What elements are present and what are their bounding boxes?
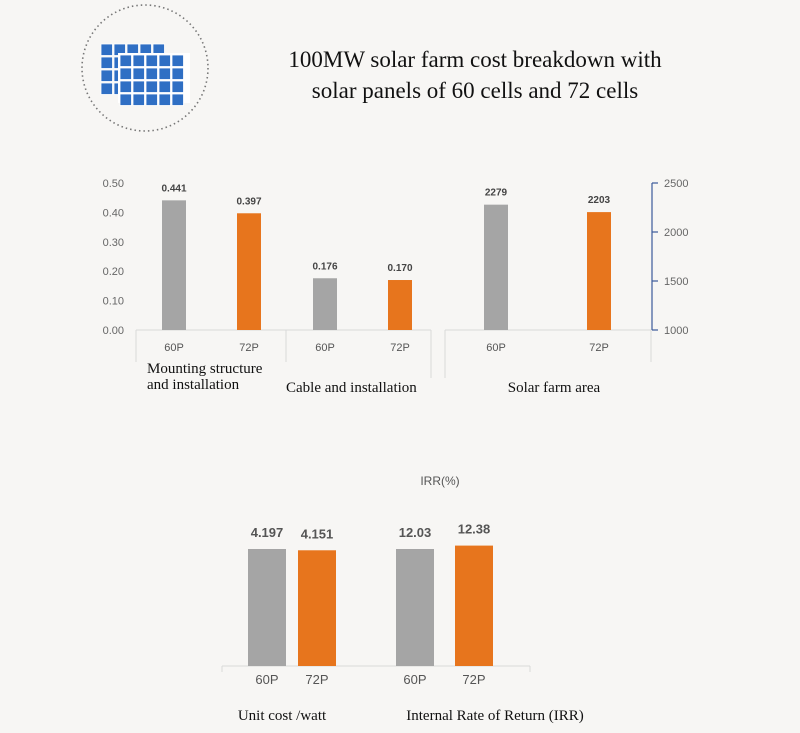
solar-panel-icon — [81, 4, 209, 132]
page-title: 100MW solar farm cost breakdown with sol… — [230, 44, 720, 106]
solar-cell — [100, 56, 113, 69]
bar-value-label: 4.197 — [251, 525, 284, 540]
category-tick-label: 72P — [305, 672, 328, 687]
title-line-2: solar panels of 60 cells and 72 cells — [311, 78, 639, 103]
solar-cell — [100, 69, 113, 82]
bar-72P — [237, 213, 261, 330]
chart-title: IRR(%) — [420, 474, 459, 488]
bar-72P — [587, 212, 611, 330]
right-axis-tick: 2000 — [664, 227, 688, 239]
solar-cell — [119, 67, 132, 80]
category-tick-label: 60P — [255, 672, 278, 687]
left-axis-tick: 0.00 — [103, 325, 124, 337]
solar-panel-logo — [80, 3, 210, 133]
category-tick-label: 72P — [390, 342, 410, 354]
solar-cell — [158, 54, 171, 67]
bar-72P — [455, 545, 493, 666]
title-line-1: 100MW solar farm cost breakdown with — [288, 47, 662, 72]
group-label: Solar farm area — [508, 380, 601, 396]
bar-60P — [162, 200, 186, 330]
bar-60P — [396, 549, 434, 666]
left-axis-tick: 0.10 — [103, 296, 124, 308]
bar-value-label: 0.170 — [387, 263, 412, 274]
bar-value-label: 12.38 — [458, 522, 491, 537]
bar-72P — [388, 280, 412, 330]
bar-value-label: 4.151 — [301, 526, 334, 541]
solar-cell — [158, 80, 171, 93]
solar-cell — [171, 54, 184, 67]
left-axis-tick: 0.40 — [103, 207, 124, 219]
category-tick-label: 72P — [239, 342, 259, 354]
category-tick-label: 60P — [403, 672, 426, 687]
solar-cell — [145, 54, 158, 67]
category-tick-label: 60P — [486, 342, 506, 354]
category-tick-label: 60P — [315, 342, 335, 354]
group-label: Unit cost /watt — [238, 708, 327, 724]
group-label: Cable and installation — [286, 380, 417, 396]
bar-60P — [248, 549, 286, 666]
solar-cell — [158, 93, 171, 106]
solar-cell — [145, 93, 158, 106]
solar-cell — [132, 93, 145, 106]
bar-value-label: 0.397 — [236, 196, 261, 207]
bar-value-label: 12.03 — [399, 525, 432, 540]
category-tick-label: 72P — [589, 342, 609, 354]
solar-cell — [119, 54, 132, 67]
solar-cell — [100, 82, 113, 95]
solar-cell — [132, 67, 145, 80]
solar-cell — [100, 43, 113, 56]
left-axis-tick: 0.50 — [103, 178, 124, 190]
bar-60P — [313, 278, 337, 330]
solar-cell — [171, 93, 184, 106]
solar-cell — [158, 67, 171, 80]
bar-value-label: 2203 — [588, 195, 611, 206]
right-axis-tick: 1000 — [664, 325, 688, 337]
bar-72P — [298, 550, 336, 666]
bar-value-label: 0.441 — [161, 183, 186, 194]
solar-cell — [145, 80, 158, 93]
solar-cell — [132, 80, 145, 93]
cost-breakdown-chart: 0.00 0.10 0.20 0.30 0.40 0.50 1000 1500 2000 2500… — [103, 178, 689, 396]
solar-cell — [145, 67, 158, 80]
right-axis-tick: 1500 — [664, 276, 688, 288]
solar-cell — [119, 93, 132, 106]
bar-60P — [484, 204, 508, 330]
group-label: Internal Rate of Return (IRR) — [406, 708, 583, 724]
bar-value-label: 0.176 — [312, 261, 337, 272]
left-axis-tick: 0.30 — [103, 237, 124, 249]
solar-cell — [132, 54, 145, 67]
right-axis-tick: 2500 — [664, 178, 688, 190]
solar-cell — [119, 80, 132, 93]
bar-value-label: 2279 — [485, 188, 508, 199]
solar-cell — [171, 80, 184, 93]
left-axis-tick: 0.20 — [103, 266, 124, 278]
group-label: Mounting structure and installation — [147, 361, 263, 393]
category-tick-label: 60P — [164, 342, 184, 354]
solar-cell — [171, 67, 184, 80]
category-tick-label: 72P — [462, 672, 485, 687]
